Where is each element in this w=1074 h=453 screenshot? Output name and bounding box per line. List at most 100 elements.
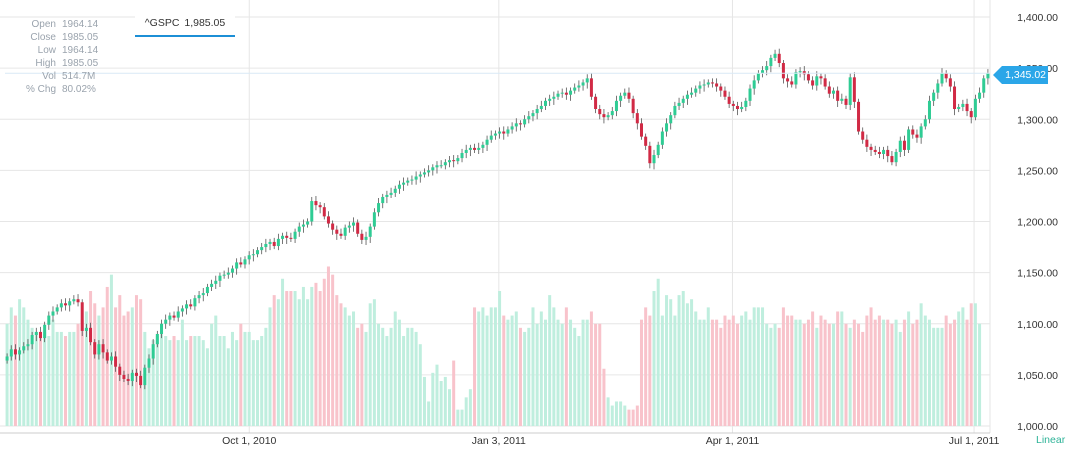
volume-bar [147,348,151,426]
candle-body [936,83,940,93]
volume-bar [235,340,239,426]
volume-bar [13,315,17,426]
candle-body [201,293,205,296]
candle-body [38,331,42,339]
volume-bar [452,360,456,426]
candle-body [606,115,610,118]
volume-bar [710,319,714,426]
candle-body [982,78,986,93]
volume-bar [890,323,894,426]
candle-body [911,129,915,135]
candle-body [84,327,88,331]
candle-body [377,203,381,213]
volume-bar [790,315,794,426]
candle-body [890,156,894,163]
candle-body [101,344,105,353]
candle-body [660,131,664,145]
volume-bar [589,311,593,426]
volume-bar [38,331,42,426]
volume-bar [109,274,113,426]
candle-body [189,304,193,307]
ohlc-vol-label: Vol [42,71,56,82]
volume-bar [677,295,681,426]
candle-body [823,78,827,87]
candle-body [748,88,752,101]
symbol-legend[interactable]: ^GSPC 1,985.05 [135,13,235,37]
volume-bar [193,336,197,426]
volume-bar [335,295,339,426]
volume-bar [406,327,410,426]
ohlc-high-value: 1985.05 [62,58,99,69]
candle-body [460,152,464,159]
volume-bar [635,405,639,426]
candle-body [230,268,234,273]
candle-body [30,334,34,345]
candle-body [289,237,293,239]
volume-bar [827,323,831,426]
candle-body [627,92,631,99]
volume-bar [473,307,477,426]
candle-body [898,140,902,152]
volume-bar [352,311,356,426]
volume-bar [560,323,564,426]
candle-body [47,315,51,325]
candle-body [844,98,848,105]
volume-bar [64,336,68,426]
candle-body [435,165,439,168]
candle-body [848,77,852,105]
ohlc-close-value: 1985.05 [62,32,99,43]
candle-body [105,352,109,361]
candle-body [973,98,977,118]
volume-bar [9,307,13,426]
candle-body [59,303,63,308]
volume-bar [214,315,218,426]
volume-bar [43,331,47,426]
volume-bar [239,323,243,426]
volume-bar [477,311,481,426]
candle-body [694,88,698,93]
candle-body [765,66,769,71]
candle-body [777,53,781,64]
volume-bar [748,319,752,426]
volume-bar [93,303,97,426]
volume-bar [973,303,977,426]
volume-bar [569,319,573,426]
volume-bar [80,319,84,426]
candle-body [769,57,773,67]
scale-toggle-button[interactable]: Linear [1036,434,1066,446]
volume-bar [197,336,201,426]
volume-bar [877,315,881,426]
candle-body [155,333,159,345]
legend-value: 1,985.05 [184,17,226,29]
volume-bar [639,319,643,426]
candle-body [456,158,460,162]
candle-body [205,286,209,294]
ohlc-low-value: 1964.14 [62,45,99,56]
candle-body [393,188,397,193]
volume-bar [644,307,648,426]
volume-bar [715,319,719,426]
candle-body [126,378,130,382]
ohlc-open-row: Open 1964.14 [6,18,99,31]
volume-bar [660,315,664,426]
candle-body [806,74,810,81]
volume-bar [911,323,915,426]
candle-body [326,216,330,224]
candle-body [948,78,952,87]
volume-bar [347,315,351,426]
candle-body [610,111,614,116]
candle-body [719,86,723,91]
volume-bar [230,331,234,426]
volume-bar [151,340,155,426]
volume-bar [498,291,502,426]
volume-bar [176,340,180,426]
y-tick-label: 1,400.00 [1017,12,1058,24]
volume-bar [819,315,823,426]
candle-body [731,103,735,106]
volume-bar [118,295,122,426]
volume-bar [802,323,806,426]
volume-bar [556,319,560,426]
volume-bar [614,401,618,426]
candle-body [76,299,80,303]
